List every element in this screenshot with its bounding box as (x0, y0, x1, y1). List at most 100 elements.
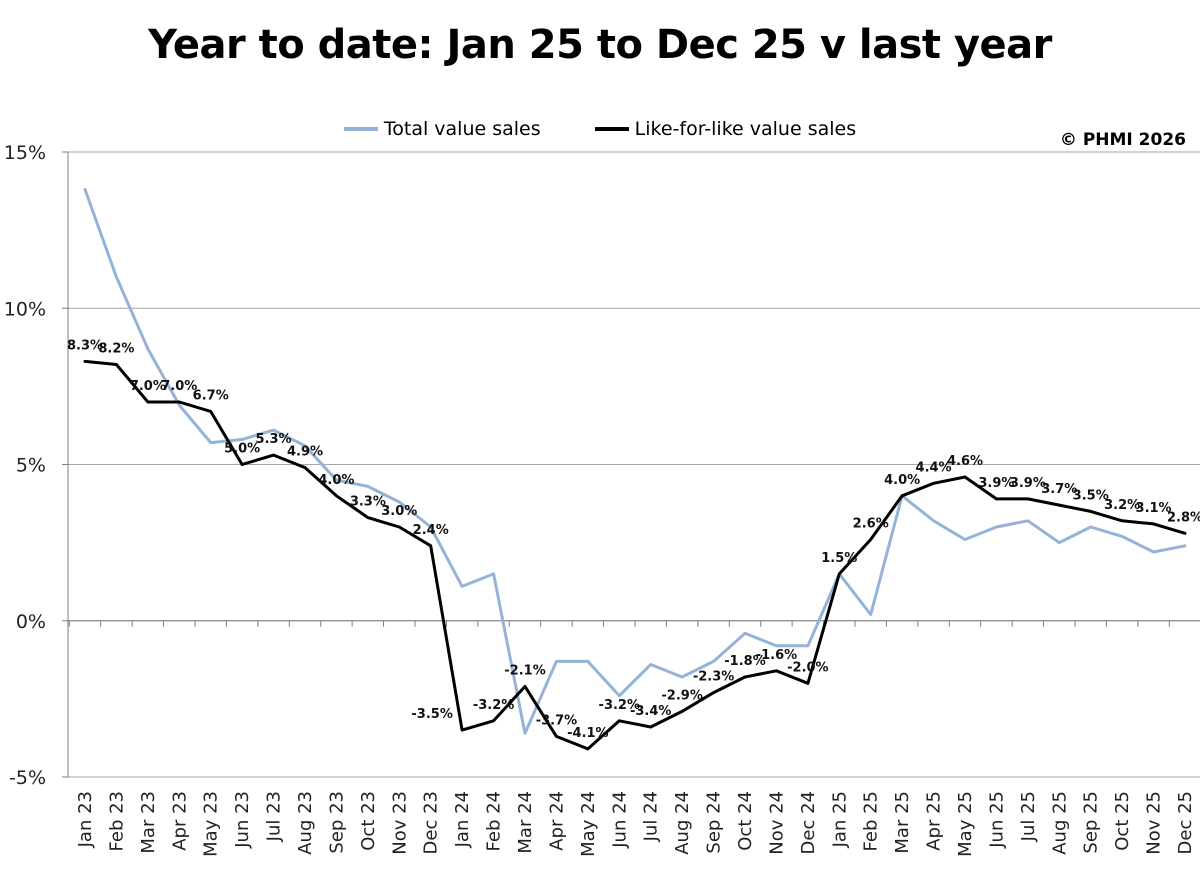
data-point-lfl (618, 719, 621, 722)
data-point-lfl (272, 453, 275, 457)
x-tick-label: Oct 24 (735, 791, 756, 851)
data-point-lfl (460, 728, 464, 732)
data-point-total (712, 660, 715, 663)
y-tick-label: 10% (4, 298, 46, 320)
data-point-total (995, 525, 998, 529)
data-point-lfl (586, 747, 590, 751)
data-point-total (1120, 535, 1124, 538)
x-tick-label: Feb 25 (861, 791, 882, 852)
data-point-total (869, 613, 872, 616)
data-point-lfl (555, 735, 558, 738)
data-point-total (680, 675, 684, 679)
data-point-lfl (900, 494, 904, 497)
x-tick-label: Sep 23 (326, 791, 347, 854)
data-point-total (272, 428, 275, 432)
data-point-total (1152, 550, 1155, 554)
x-tick-label: Dec 24 (798, 791, 819, 854)
data-point-total (932, 519, 935, 522)
data-point-total (1183, 544, 1187, 547)
data-point-total (743, 632, 747, 635)
x-tick-label: Aug 24 (672, 791, 693, 855)
data-point-total (555, 660, 558, 663)
data-point-lfl (869, 538, 872, 541)
data-label: -3.5% (411, 707, 452, 722)
data-point-lfl (1183, 532, 1187, 535)
x-tick-label: Nov 25 (1144, 791, 1165, 855)
data-point-lfl (1152, 522, 1155, 526)
data-label: 8.2% (98, 342, 134, 357)
x-tick-label: Jun 24 (609, 791, 630, 849)
x-tick-label: Mar 24 (515, 791, 536, 854)
legend-swatch-total (343, 127, 378, 131)
x-tick-label: Oct 25 (1112, 791, 1133, 851)
data-label: 3.0% (381, 504, 417, 519)
data-label: 3.9% (1010, 476, 1046, 491)
x-tick-label: Jan 25 (829, 791, 850, 848)
data-label: 3.3% (350, 495, 386, 510)
series-line-like-for-like-value-sales (83, 359, 1187, 751)
data-label: 6.7% (193, 388, 229, 403)
y-tick-label: 0% (16, 611, 46, 633)
y-tick-label: 15% (4, 142, 46, 164)
data-point-total (523, 732, 527, 735)
copyright-notice: © PHMI 2026 (1059, 130, 1186, 150)
data-point-lfl (743, 675, 747, 679)
data-label: -2.1% (504, 663, 545, 678)
data-label: 5.3% (256, 432, 292, 447)
x-tick-label: Aug 23 (295, 791, 316, 855)
x-tick-label: Apr 23 (169, 791, 190, 851)
data-label: 3.5% (1073, 488, 1109, 503)
data-point-lfl (178, 400, 181, 404)
x-tick-label: Jun 23 (232, 791, 253, 849)
data-label: 7.0% (130, 379, 166, 394)
data-label: 4.4% (916, 460, 952, 475)
data-point-total (492, 572, 495, 576)
data-point-total (146, 347, 150, 351)
data-point-total (83, 188, 87, 191)
data-label: 8.3% (67, 338, 103, 353)
data-point-total (963, 538, 967, 541)
data-point-lfl (806, 682, 810, 685)
data-point-lfl (712, 691, 715, 694)
data-point-lfl (680, 710, 684, 713)
data-point-total (775, 644, 778, 647)
x-tick-label: Mar 25 (892, 791, 913, 854)
x-tick-label: Apr 24 (546, 791, 567, 851)
data-point-lfl (775, 669, 778, 672)
data-point-lfl (963, 475, 967, 479)
data-point-lfl (649, 725, 652, 729)
x-tick-label: Apr 25 (924, 791, 945, 851)
data-label: 4.0% (884, 473, 920, 488)
x-tick-label: Feb 24 (484, 791, 505, 852)
data-point-lfl (429, 544, 432, 547)
data-label: 7.0% (161, 379, 197, 394)
x-tick-label: Dec 23 (421, 791, 442, 854)
x-tick-label: May 25 (955, 791, 976, 857)
data-label: 3.1% (1136, 501, 1172, 516)
x-tick-label: Dec 25 (1175, 791, 1196, 854)
data-label: -3.4% (630, 704, 671, 719)
data-label: 3.9% (978, 476, 1014, 491)
x-tick-label: Jul 23 (264, 791, 285, 842)
data-point-total (460, 585, 464, 588)
data-point-lfl (1058, 503, 1061, 507)
x-tick-label: May 24 (578, 791, 599, 857)
x-tick-label: Nov 24 (766, 791, 787, 855)
data-point-lfl (932, 482, 935, 485)
data-point-lfl (366, 516, 370, 519)
data-label: 1.5% (821, 551, 857, 566)
data-point-total (586, 660, 590, 663)
data-point-total (178, 403, 181, 407)
chart-legend: Total value sales Like-for-like value sa… (0, 118, 1200, 140)
data-point-total (429, 525, 432, 529)
data-point-lfl (995, 497, 998, 501)
data-point-lfl (1089, 510, 1092, 513)
legend-item-lfl: Like-for-like value sales (594, 118, 857, 140)
data-label: 3.2% (1104, 498, 1140, 513)
y-tick-label: 5% (16, 455, 46, 477)
data-label: 4.0% (318, 473, 354, 488)
data-point-lfl (209, 410, 212, 413)
legend-label-lfl: Like-for-like value sales (634, 118, 857, 140)
data-point-lfl (838, 572, 841, 576)
data-point-lfl (1120, 519, 1124, 522)
